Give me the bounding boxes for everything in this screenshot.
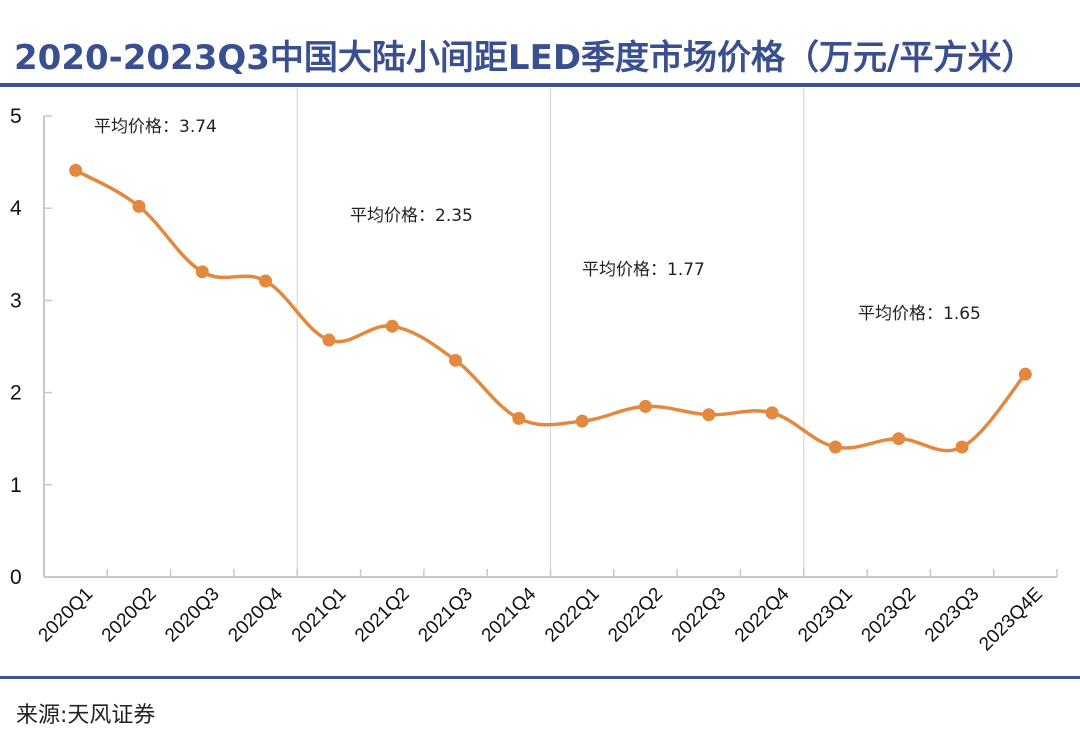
y-tick-label: 0 (10, 566, 22, 589)
source-note: 来源:天风证券 (16, 703, 156, 728)
x-tick-label: 2021Q4 (478, 583, 541, 646)
annotations: 平均价格：3.74 平均价格：2.35 平均价格：1.77 平均价格：1.65 (94, 117, 981, 324)
x-tick-label: 2022Q2 (604, 584, 667, 647)
data-point (955, 440, 969, 454)
title-underline (0, 83, 1080, 87)
data-point (702, 408, 716, 422)
y-tick-label: 5 (10, 105, 22, 128)
chart-title: 2020-2023Q3中国大陆小间距LED季度市场价格（万元/平方米） (14, 38, 1036, 78)
y-tick-labels: 0 1 2 3 4 5 (10, 105, 22, 589)
data-point (132, 199, 146, 213)
data-point (765, 406, 779, 420)
x-tick-label: 2021Q1 (288, 584, 351, 647)
x-tick-label: 2020Q3 (161, 584, 224, 647)
x-tick-label: 2021Q3 (414, 584, 477, 647)
x-tick-label: 2020Q1 (35, 584, 98, 647)
data-point (828, 440, 842, 454)
data-point (575, 414, 589, 428)
x-tick-label: 2023Q2 (858, 584, 921, 647)
x-tick-labels: 2020Q1 2020Q2 2020Q3 2020Q4 2021Q1 2021Q2 2021… (35, 583, 1047, 655)
data-point (638, 399, 652, 413)
data-points (69, 163, 1032, 454)
series-line (73, 168, 1028, 453)
data-point (385, 319, 399, 333)
average-price-annotation: 平均价格：3.74 (94, 117, 217, 137)
x-tick-label: 2022Q1 (541, 584, 604, 647)
data-point (69, 163, 83, 177)
x-tick-label: 2021Q2 (351, 584, 414, 647)
data-point (1018, 367, 1032, 381)
y-tick-label: 4 (10, 197, 22, 220)
x-tick-label: 2023Q3 (921, 584, 984, 647)
average-price-annotation: 平均价格：1.77 (582, 260, 705, 280)
y-tick-label: 1 (10, 474, 22, 497)
y-tick-label: 2 (10, 382, 22, 405)
data-point (195, 265, 209, 279)
x-tick-label: 2022Q4 (731, 583, 794, 646)
x-tick-label: 2023Q1 (794, 584, 857, 647)
year-separators (296, 88, 805, 577)
average-price-annotation: 平均价格：1.65 (858, 304, 981, 324)
data-point (449, 353, 463, 367)
x-tick-label: 2020Q4 (224, 583, 287, 646)
x-tick-label: 2022Q3 (668, 584, 731, 647)
average-price-annotation: 平均价格：2.35 (350, 206, 473, 226)
data-point (512, 411, 526, 425)
axes (43, 115, 1058, 578)
footer-rule (0, 676, 1080, 679)
data-point (892, 432, 906, 446)
y-tick-label: 3 (10, 289, 22, 312)
data-point (259, 274, 273, 288)
x-tick-label: 2023Q4E (975, 584, 1047, 656)
x-tick-label: 2020Q2 (98, 584, 161, 647)
data-point (322, 333, 336, 347)
